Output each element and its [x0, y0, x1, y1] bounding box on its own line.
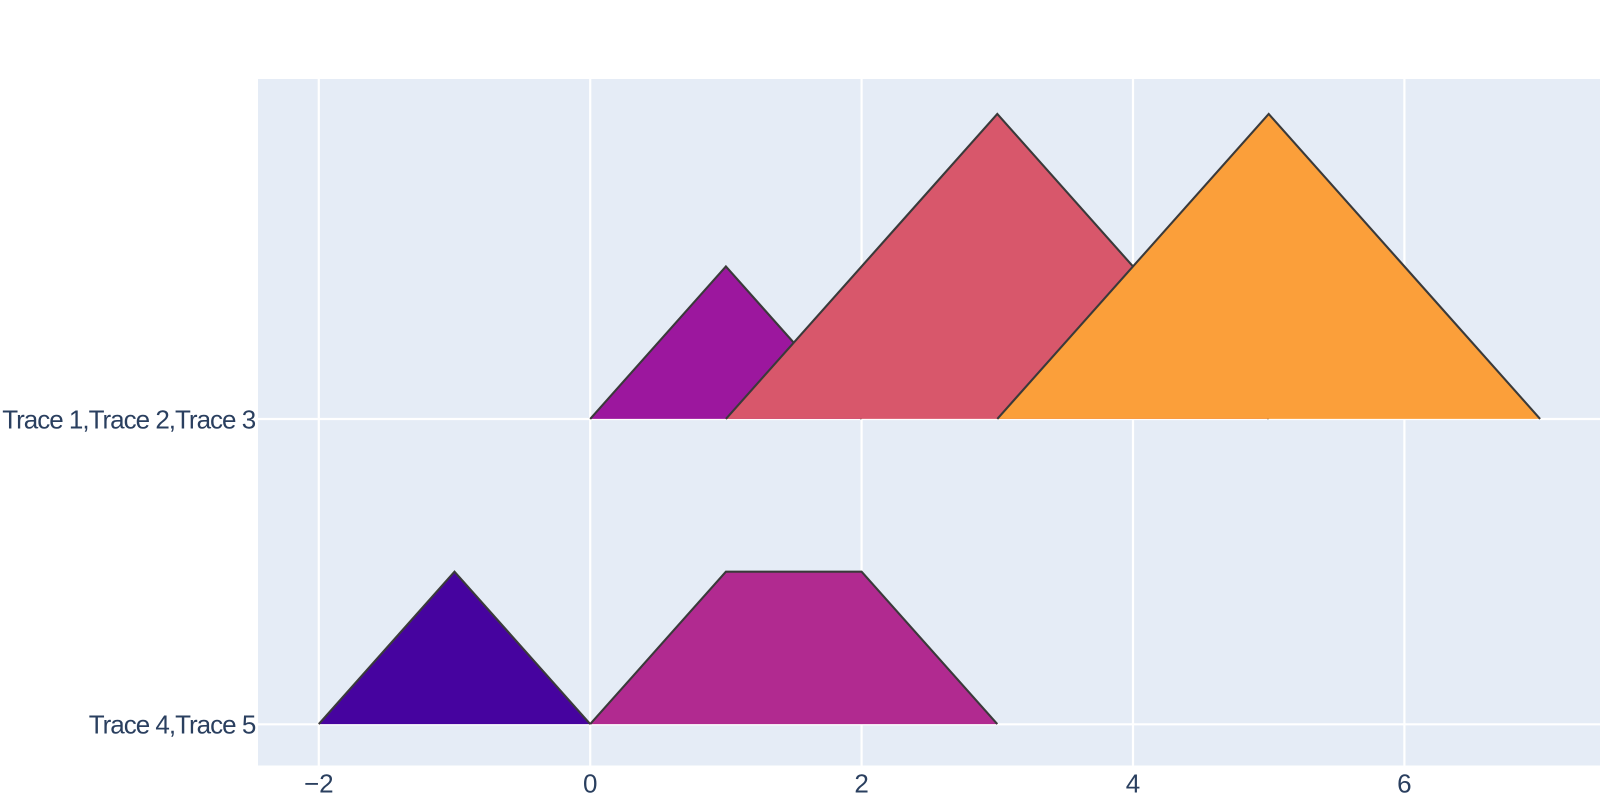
svg-text:4: 4 — [1126, 769, 1140, 799]
svg-text:2: 2 — [854, 769, 868, 799]
svg-text:Trace 1,Trace 2,Trace 3: Trace 1,Trace 2,Trace 3 — [2, 404, 256, 434]
svg-text:6: 6 — [1397, 769, 1411, 799]
svg-text:Trace 4,Trace 5: Trace 4,Trace 5 — [89, 710, 256, 740]
svg-text:−2: −2 — [304, 769, 334, 799]
svg-text:0: 0 — [583, 769, 597, 799]
